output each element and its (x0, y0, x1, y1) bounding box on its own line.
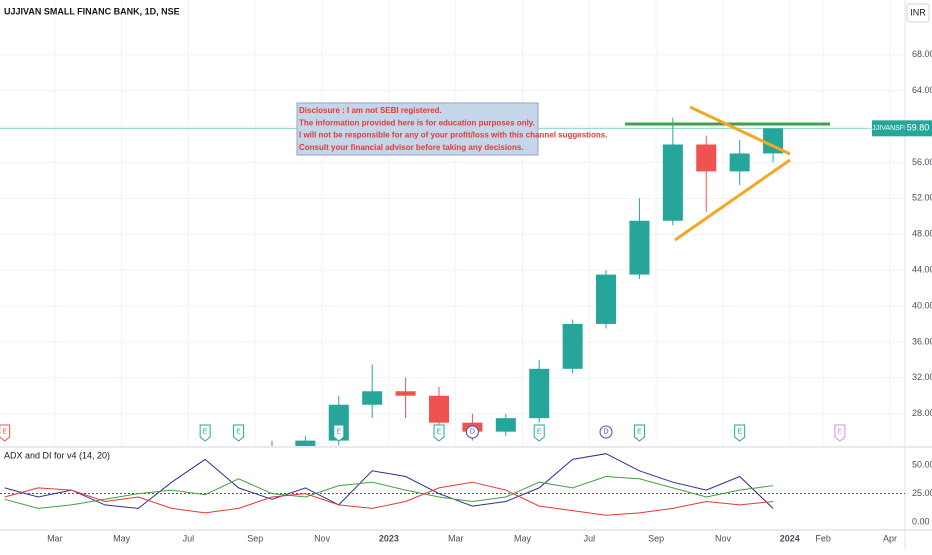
event-label: E (737, 428, 742, 435)
currency-box[interactable] (906, 3, 930, 23)
triangle-lower (674, 158, 791, 242)
event-label: E (2, 428, 7, 435)
event-icon (599, 425, 613, 439)
x-tick-label: Nov (314, 533, 331, 543)
y-tick-label: 48.00 (912, 229, 932, 239)
y-tick-label: 68.00 (912, 49, 932, 59)
event-label: E (838, 428, 843, 435)
candle-body (529, 368, 550, 419)
indicator-line (4, 475, 774, 509)
candle-body (395, 391, 416, 396)
disclosure-line: The information provided here is for edu… (299, 118, 535, 127)
event-label: E (236, 428, 241, 435)
candle-body (729, 153, 750, 172)
event-label: E (637, 428, 642, 435)
symbol-label: UJJIVANSFB (867, 125, 909, 132)
y-tick-label: 32.00 (912, 372, 932, 382)
currency[interactable]: INR (910, 7, 926, 17)
disclosure-line: I will not be responsible for any of you… (299, 131, 607, 140)
y-tick-label: 44.00 (912, 264, 932, 274)
event-icon (433, 424, 445, 442)
y-tick-label: 36.00 (912, 336, 932, 346)
triangle-upper (689, 105, 791, 156)
event-icon (465, 425, 479, 439)
y-tick-label: 50.00 (912, 459, 932, 469)
x-tick-label: May (514, 533, 532, 543)
candle-body (295, 440, 316, 446)
symbol-tag (872, 120, 905, 137)
candle-body (696, 144, 717, 172)
event-icon (233, 424, 245, 442)
x-tick-label: Jul (584, 533, 596, 543)
y-tick-label: 25.00 (912, 488, 932, 498)
disclosure-box (296, 102, 539, 156)
indicator-title: ADX and DI for v4 (14, 20) (4, 450, 110, 460)
y-tick-label: 56.00 (912, 157, 932, 167)
event-label: D (604, 428, 609, 435)
event-label: E (203, 428, 208, 435)
disclosure-line: Consult your financial advisor before ta… (299, 143, 524, 152)
event-label: E (537, 428, 542, 435)
y-tick-label: 52.00 (912, 193, 932, 203)
event-icon (333, 424, 345, 442)
x-tick-label: Mar (448, 533, 464, 543)
event-icon (0, 424, 11, 442)
x-tick-label: Mar (47, 533, 63, 543)
event-icon (834, 424, 846, 442)
x-tick-label: Sep (648, 533, 664, 543)
chart-title: UJJIVAN SMALL FINANC BANK, 1D, NSE (4, 6, 180, 16)
candle-body (596, 274, 617, 324)
candle-body (629, 220, 650, 275)
event-icon (199, 424, 211, 442)
price-label: 59.80 (907, 123, 930, 133)
event-label: E (336, 428, 341, 435)
x-tick-label: Sep (247, 533, 263, 543)
disclosure-line: Disclosure : I am not SEBI registered. (299, 106, 442, 115)
y-tick-label: 40.00 (912, 300, 932, 310)
candle-body (562, 323, 583, 369)
event-label: E (437, 428, 442, 435)
candle-body (428, 395, 450, 423)
event-label: D (470, 428, 475, 435)
x-tick-label: May (113, 533, 131, 543)
price-tag (905, 120, 932, 137)
x-tick-label: 2023 (379, 533, 399, 543)
candle-body (495, 418, 516, 432)
y-tick-label: 64.00 (912, 85, 932, 95)
x-tick-label: Apr (883, 533, 897, 543)
x-tick-label: Feb (815, 533, 831, 543)
indicator-line (4, 481, 774, 516)
x-tick-label: 2024 (780, 533, 800, 543)
candle-body (662, 144, 683, 221)
y-tick-label: 28.00 (912, 408, 932, 418)
event-icon (734, 424, 746, 442)
event-icon (533, 424, 545, 442)
candle-body (362, 391, 383, 405)
x-tick-label: Nov (715, 533, 732, 543)
event-icon (633, 424, 645, 442)
y-tick-label: 0.00 (912, 516, 930, 526)
x-tick-label: Jul (183, 533, 195, 543)
indicator-line (4, 453, 774, 509)
